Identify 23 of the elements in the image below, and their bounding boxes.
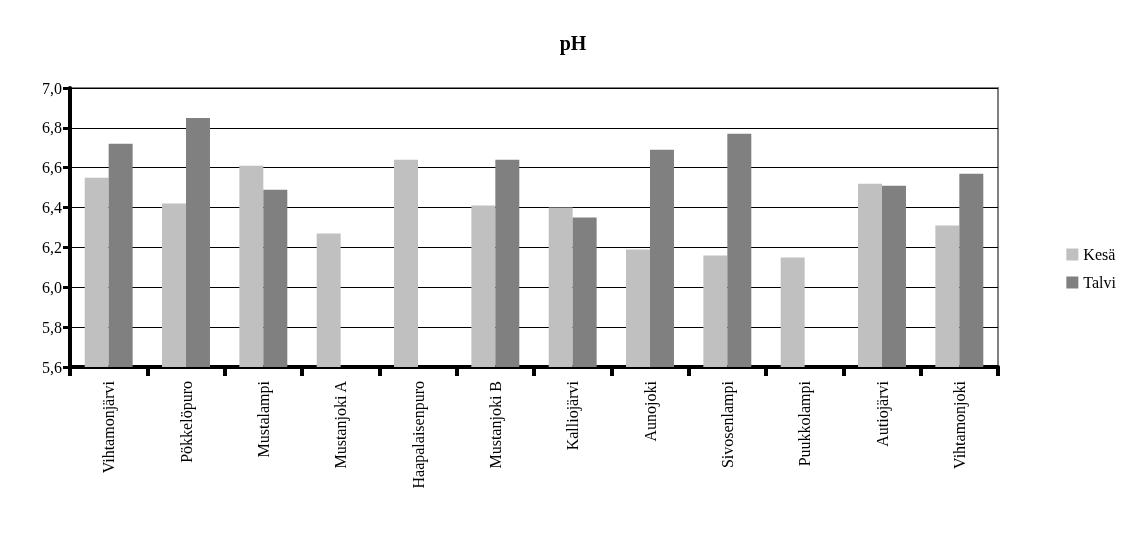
y-tick-label: 6,4 xyxy=(42,199,62,217)
x-tick-label: Mustanjoki A xyxy=(332,380,351,469)
x-tick-label: Haapalaisenpuro xyxy=(409,381,428,489)
x-tick-label: Sivosenlampi xyxy=(718,380,737,469)
y-tick-label: 6,2 xyxy=(42,238,62,256)
y-tick-label: 7,0 xyxy=(42,79,62,97)
y-tick-label: 6,0 xyxy=(42,278,62,296)
x-tick-label: Vihtamonjoki xyxy=(950,380,969,469)
chart-title: pH xyxy=(559,32,587,55)
x-tick-label: Autiojärvi xyxy=(873,380,892,447)
x-tick-label: Vihtamonjärvi xyxy=(100,380,119,474)
legend-label: Kesä xyxy=(1083,246,1116,263)
x-tick-label: Mustalampi xyxy=(254,380,273,458)
x-tick-label: Puukkolampi xyxy=(796,380,815,467)
y-tick-label: 5,8 xyxy=(42,318,62,336)
x-tick-label: Mustanjoki B xyxy=(486,381,505,469)
y-tick-label: 6,6 xyxy=(42,159,62,177)
x-tick-label: Aunojoki xyxy=(641,380,660,442)
x-tick-label: Pökkelöpuro xyxy=(177,381,196,463)
y-tick-label: 5,6 xyxy=(42,358,62,376)
y-tick-label: 6,8 xyxy=(42,119,62,137)
legend-label: Talvi xyxy=(1083,274,1117,291)
x-tick-label: Kalliojärvi xyxy=(564,380,583,451)
